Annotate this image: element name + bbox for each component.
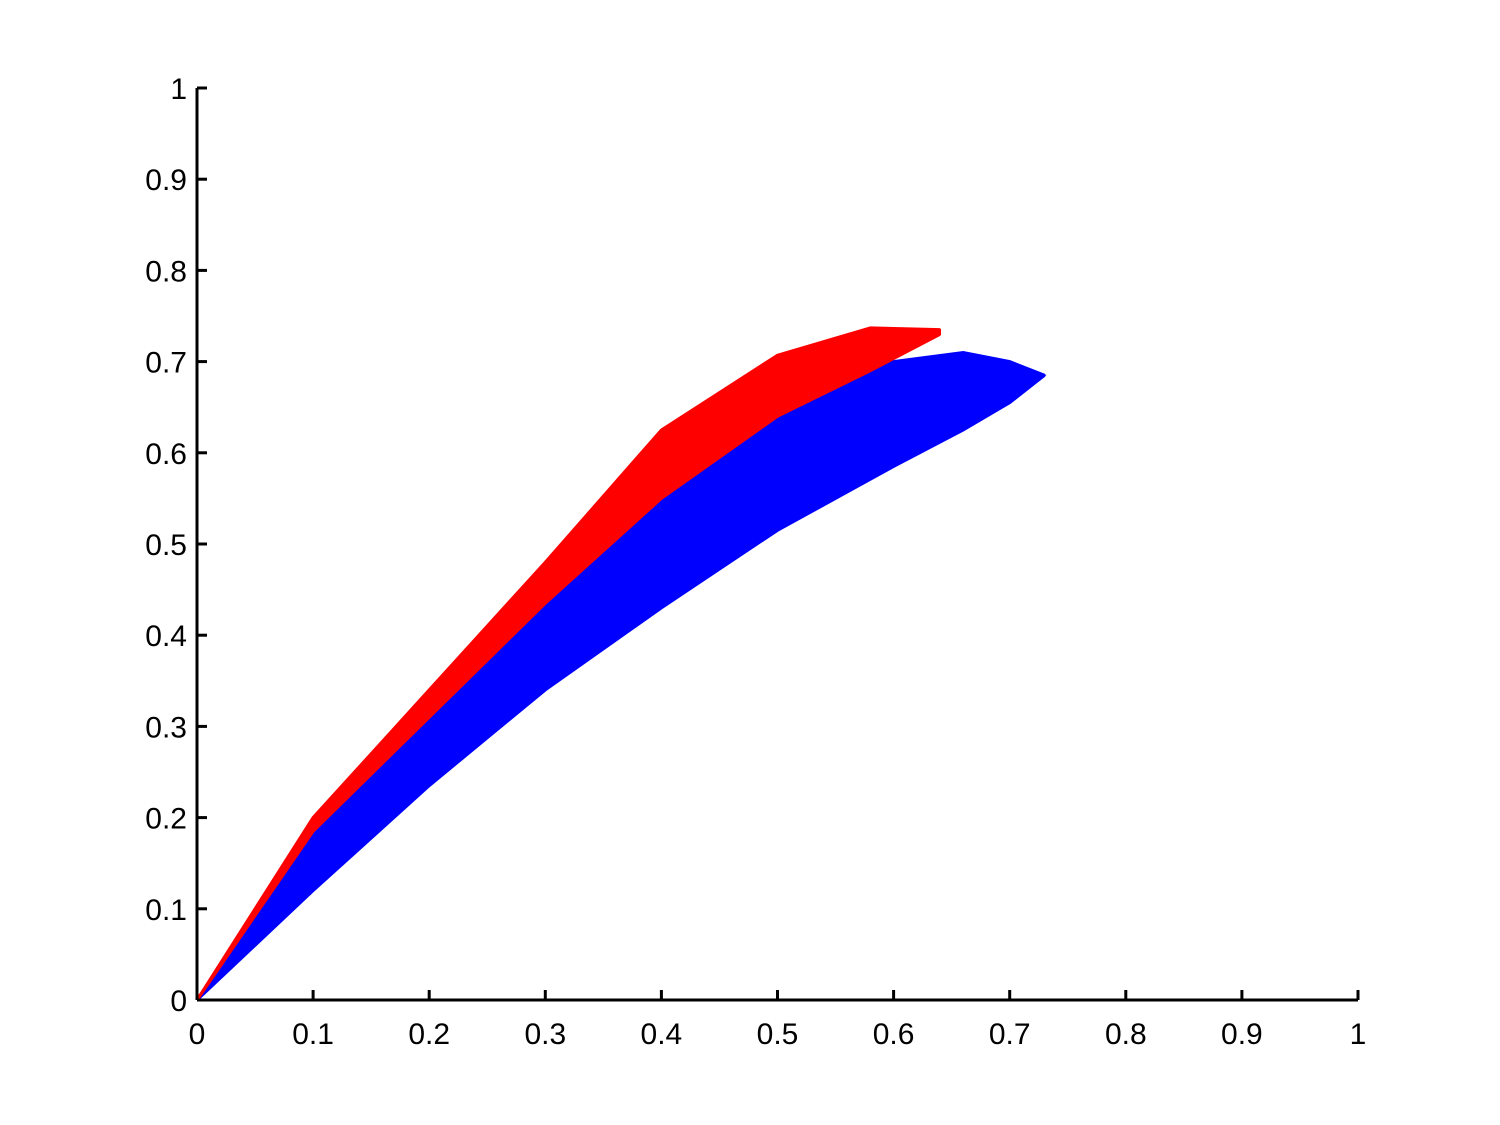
y-tick-label: 1: [170, 73, 187, 106]
y-tick-label: 0.3: [145, 711, 187, 744]
band-edge-upper: [195, 326, 941, 1001]
x-tick-label: 0.8: [1105, 1018, 1147, 1051]
y-tick-label: 0.2: [145, 803, 187, 836]
x-tick-label: 0: [189, 1018, 206, 1051]
x-tick-label: 1: [1350, 1018, 1367, 1051]
x-tick-label: 0.9: [1221, 1018, 1263, 1051]
y-tick-label: 0.4: [145, 620, 187, 653]
y-tick-label: 0.6: [145, 438, 187, 471]
band-edge-lower: [195, 332, 941, 1001]
x-tick-label: 0.6: [873, 1018, 915, 1051]
y-tick-label: 0.7: [145, 347, 187, 380]
y-tick-label: 0.8: [145, 255, 187, 288]
x-tick-label: 0.5: [757, 1018, 799, 1051]
x-tick-label: 0.4: [641, 1018, 683, 1051]
x-tick-label: 0.2: [408, 1018, 450, 1051]
y-tick-label: 0.1: [145, 894, 187, 927]
x-tick-label: 0.1: [292, 1018, 334, 1051]
y-tick-label: 0.9: [145, 164, 187, 197]
band-fill: [196, 351, 1047, 1001]
x-tick-label: 0.3: [524, 1018, 566, 1051]
y-tick-label: 0: [170, 985, 187, 1018]
y-tick-label: 0.5: [145, 529, 187, 562]
x-tick-label: 0.7: [989, 1018, 1031, 1051]
band-edge-lower: [195, 374, 1046, 1002]
